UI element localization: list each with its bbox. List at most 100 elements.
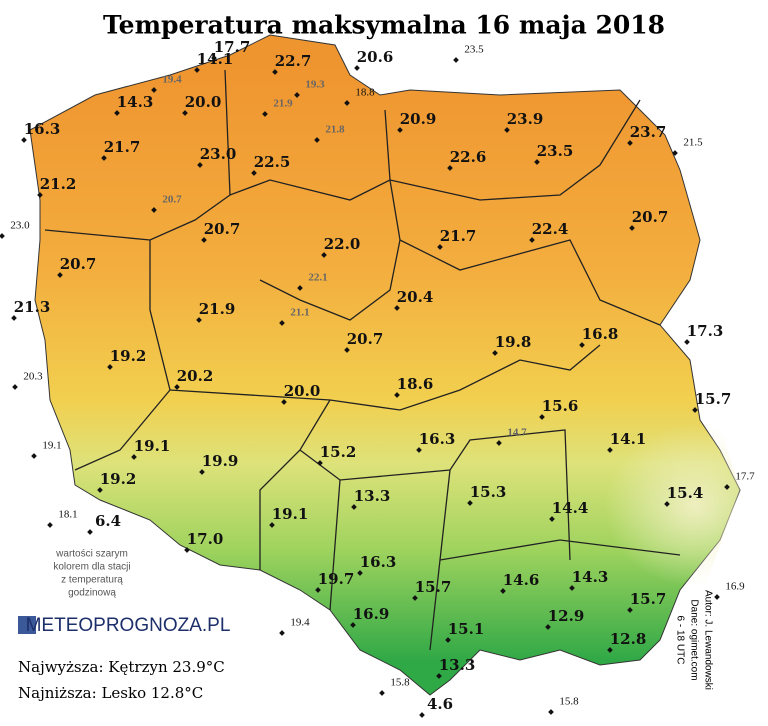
station-dot	[97, 487, 103, 493]
station-value: 20.7	[60, 255, 97, 273]
station-value: 16.3	[24, 120, 61, 138]
logo: METEOPROGNOZA.PL	[26, 615, 231, 636]
station-value: 23.9	[507, 110, 544, 128]
station-value: 20.9	[400, 110, 437, 128]
station-value: 16.9	[725, 581, 745, 593]
station-dot	[445, 637, 451, 643]
station-value: 20.0	[185, 93, 222, 111]
station-value: 18.1	[58, 509, 77, 521]
station-value: 22.7	[275, 52, 312, 70]
station-value: 15.6	[542, 397, 579, 415]
station-dot	[314, 137, 320, 143]
station-value: 20.0	[284, 382, 321, 400]
station-value: 19.1	[134, 437, 171, 455]
station-dot	[724, 484, 730, 490]
station-dot	[87, 529, 93, 535]
station-value: 23.0	[200, 145, 237, 163]
station-dot	[607, 647, 613, 653]
station-value: 23.7	[630, 123, 667, 141]
station-dot	[11, 315, 17, 321]
station-dot	[539, 414, 545, 420]
station-value: 22.0	[324, 235, 361, 253]
station-dot	[436, 673, 442, 679]
station-value: 15.2	[320, 443, 357, 461]
station-value: 20.6	[357, 48, 394, 66]
station-dot	[394, 392, 400, 398]
station-dot	[684, 339, 690, 345]
station-value: 15.7	[630, 590, 667, 608]
station-value: 12.9	[548, 607, 585, 625]
station-dot	[31, 453, 37, 459]
station-value: 14.3	[572, 568, 609, 586]
station-dot	[534, 159, 540, 165]
station-value: 19.2	[110, 347, 147, 365]
station-dot	[545, 624, 551, 630]
station-dot	[412, 595, 418, 601]
credit: Dane: ogimet.com	[688, 599, 699, 680]
lowest: Najniższa: Lesko 12.8°C	[18, 684, 203, 702]
station-dot	[627, 140, 633, 146]
station-dot	[344, 347, 350, 353]
station-value: 15.8	[390, 677, 410, 689]
station-dot	[194, 67, 200, 73]
station-value: 15.1	[448, 620, 485, 638]
facebook-icon	[18, 616, 36, 634]
station-dot	[579, 342, 585, 348]
station-dot	[419, 712, 425, 718]
station-value: 20.4	[397, 288, 434, 306]
station-value: 18.8	[355, 87, 375, 99]
station-value: 14.7	[507, 427, 527, 439]
station-value: 14.4	[552, 499, 589, 517]
station-dot	[714, 594, 720, 600]
station-dot	[672, 150, 678, 156]
station-dot	[467, 500, 473, 506]
note-line: z temperaturą	[61, 575, 123, 586]
station-value: 22.5	[254, 153, 291, 171]
station-value: 19.4	[162, 74, 182, 86]
station-dot	[453, 57, 459, 63]
station-value: 21.9	[273, 98, 293, 110]
station-dot	[131, 454, 137, 460]
station-dot	[344, 100, 350, 106]
station-value: 20.7	[162, 194, 182, 206]
station-value: 13.3	[354, 487, 391, 505]
station-dot	[201, 237, 207, 243]
station-dot	[12, 384, 18, 390]
station-dot	[607, 447, 613, 453]
station-value: 21.7	[104, 138, 141, 156]
station-dot	[549, 516, 555, 522]
station-dot	[416, 447, 422, 453]
station-dot	[47, 522, 53, 528]
station-value: 14.3	[117, 93, 154, 111]
station-dot	[397, 127, 403, 133]
station-dot	[196, 317, 202, 323]
station-value: 18.6	[397, 375, 434, 393]
credit: 6 - 18 UTC	[674, 616, 685, 665]
station-value: 19.8	[495, 333, 532, 351]
station-dot	[692, 407, 698, 413]
station-dot	[262, 111, 268, 117]
station-dot	[569, 585, 575, 591]
note: wartości szarym kolorem dla stacji z tem…	[53, 549, 130, 599]
station-dot	[197, 162, 203, 168]
title: Temperatura maksymalna 16 maja 2018	[103, 11, 665, 40]
station-value: 16.3	[360, 553, 397, 571]
station-value: 22.4	[532, 220, 569, 238]
station-value: 20.7	[204, 220, 241, 238]
station-dot	[664, 501, 670, 507]
station-dot	[629, 225, 635, 231]
station-value: 21.3	[14, 298, 51, 316]
station-dot	[500, 588, 506, 594]
station-value: 15.4	[667, 484, 704, 502]
region-borders	[44, 69, 681, 651]
station-value: 12.8	[610, 630, 647, 648]
station-dot	[394, 305, 400, 311]
station-value: 14.6	[503, 571, 540, 589]
pale-region	[440, 330, 740, 600]
station-value: 19.1	[42, 440, 61, 452]
station-value: 23.5	[537, 142, 574, 160]
station-dot	[496, 440, 502, 446]
station-dot	[279, 630, 285, 636]
station-dot	[492, 350, 498, 356]
